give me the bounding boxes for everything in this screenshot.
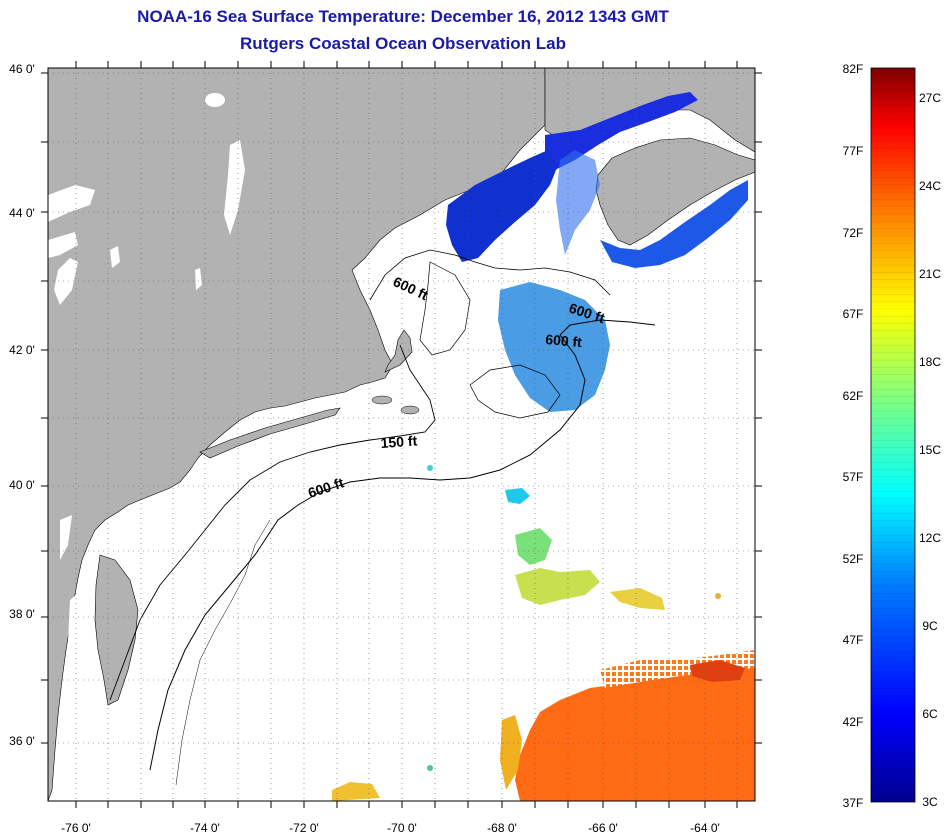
cb-c-label: 15C (919, 443, 941, 457)
lake (48, 232, 78, 258)
chesapeake-bay (68, 592, 84, 660)
sst-scattered-blue (556, 150, 600, 255)
cb-f-label: 42F (843, 715, 864, 729)
lon-label: -72 0' (289, 821, 319, 835)
axis-ticks (41, 61, 762, 808)
contour-label: 150 ft (380, 432, 418, 451)
colorbar: 82F 77F 72F 67F 62F 57F 52F 47F 42F 37F … (843, 62, 942, 810)
sst-warm-yellow (500, 715, 522, 790)
sst-warm-south (332, 782, 380, 801)
longitude-labels: -76 0' -74 0' -72 0' -70 0' -68 0' -66 0… (61, 821, 720, 835)
lon-label: -70 0' (387, 821, 417, 835)
sst-speck (427, 465, 433, 471)
cb-f-label: 67F (843, 307, 864, 321)
lake (205, 93, 225, 107)
colorbar-gradient (870, 67, 916, 803)
lat-label: 46 0' (9, 62, 35, 76)
sst-patch-yellowgreen (515, 568, 600, 605)
lake (195, 268, 202, 290)
land-mainland (48, 68, 546, 801)
lon-label: -76 0' (61, 821, 91, 835)
lat-label: 40 0' (9, 478, 35, 492)
cb-f-label: 47F (843, 633, 864, 647)
colorbar-c-labels: 27C 24C 21C 18C 15C 12C 9C 6C 3C (919, 91, 941, 809)
contour-georges (469, 364, 561, 419)
cb-c-label: 21C (919, 267, 941, 281)
lon-label: -64 0' (690, 821, 720, 835)
sst-gulf-stream-edge (600, 650, 755, 688)
graticule (48, 68, 755, 801)
cb-f-label: 72F (843, 226, 864, 240)
cb-f-label: 57F (843, 470, 864, 484)
sst-georges-bank (498, 282, 610, 412)
lake (60, 515, 72, 560)
lat-label: 44 0' (9, 206, 35, 220)
lat-label: 42 0' (9, 343, 35, 357)
cb-c-label: 9C (922, 619, 938, 633)
cb-c-label: 12C (919, 531, 941, 545)
lake (48, 185, 95, 222)
cb-f-label: 62F (843, 389, 864, 403)
lon-label: -66 0' (588, 821, 618, 835)
lake (110, 246, 120, 268)
map-area (48, 68, 755, 801)
map-subtitle: Rutgers Coastal Ocean Observation Lab (240, 34, 566, 53)
lat-label: 36 0' (9, 734, 35, 748)
lon-label: -74 0' (190, 821, 220, 835)
sst-warm-red (690, 660, 745, 682)
map-title: NOAA-16 Sea Surface Temperature: Decembe… (137, 7, 669, 26)
land-cape-cod (384, 329, 413, 373)
sst-gulf-stream (515, 664, 755, 801)
land-marthas-vineyard (371, 395, 393, 405)
sst-cold-nova-scotia (600, 180, 748, 268)
cb-c-label: 24C (919, 179, 941, 193)
cb-c-label: 3C (922, 795, 938, 809)
lake (224, 140, 245, 235)
cb-f-label: 82F (843, 62, 864, 76)
colorbar-f-labels: 82F 77F 72F 67F 62F 57F 52F 47F 42F 37F (843, 62, 864, 810)
contour-600ft (149, 319, 656, 771)
sst-speck (715, 593, 721, 599)
cb-c-label: 18C (919, 355, 941, 369)
lon-label: -68 0' (487, 821, 517, 835)
sst-patch-green (515, 528, 552, 565)
sst-patch-yellow (610, 588, 665, 610)
cb-c-label: 27C (919, 91, 941, 105)
sst-speck (427, 765, 433, 771)
sst-cold-fundy (545, 92, 698, 170)
cb-f-label: 77F (843, 144, 864, 158)
contour-inner (369, 249, 611, 301)
contour-basin (419, 261, 471, 356)
land-long-island (199, 407, 341, 459)
lake (54, 258, 78, 305)
lat-label: 38 0' (9, 607, 35, 621)
land-nantucket (400, 405, 420, 415)
cb-f-label: 52F (843, 552, 864, 566)
contour-shelf-fine (175, 519, 271, 786)
sst-cold-maine-coast (446, 150, 558, 262)
contour-150ft (109, 344, 436, 701)
colorbar-bands (871, 67, 915, 799)
land-delmarva (94, 554, 139, 706)
latitude-labels: 46 0' 44 0' 42 0' 40 0' 38 0' 36 0' (9, 62, 35, 748)
cb-f-label: 37F (843, 796, 864, 810)
contour-label: 600 ft (545, 331, 583, 350)
sst-patch-cyan (505, 488, 530, 504)
cb-c-label: 6C (922, 707, 938, 721)
